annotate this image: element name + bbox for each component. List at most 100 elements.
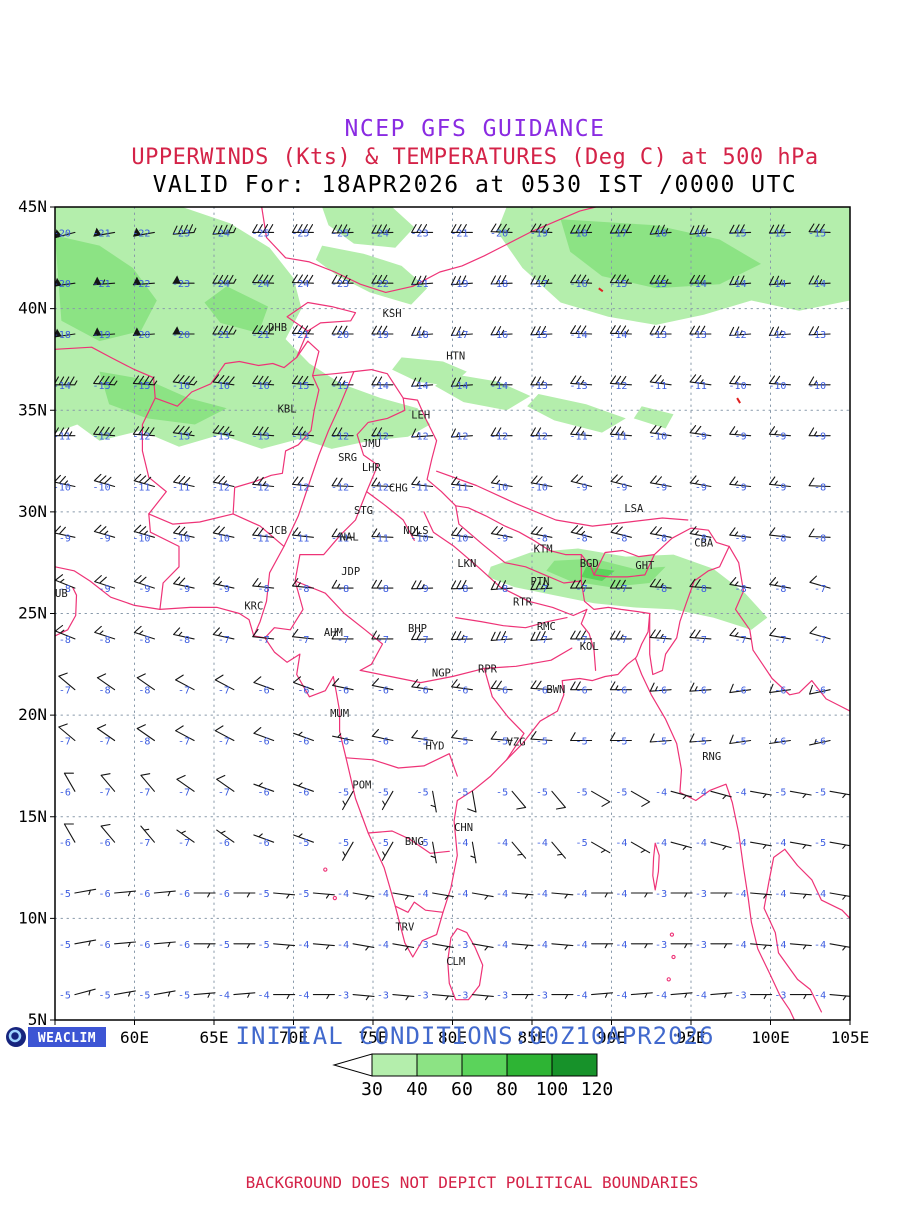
wind-barb xyxy=(291,224,314,233)
temperature-value: -4 xyxy=(536,940,548,951)
wind-barb xyxy=(173,525,195,538)
wind-barb xyxy=(609,274,632,284)
boundary-line xyxy=(148,375,320,525)
temperature-value: -15 xyxy=(93,381,111,392)
isotach-region-30kt xyxy=(527,394,626,433)
temperature-value: -7 xyxy=(218,686,230,697)
temperature-value: -9 xyxy=(615,483,627,494)
wind-barb xyxy=(193,943,216,949)
temperature-value: -7 xyxy=(536,635,548,646)
temperature-value: -21 xyxy=(212,330,230,341)
temperature-value: -14 xyxy=(609,330,627,341)
wind-barb xyxy=(471,943,494,951)
wind-barb xyxy=(609,375,632,386)
temperature-value: -9 xyxy=(99,584,111,595)
temperature-value: -7 xyxy=(218,635,230,646)
lon-tick-label: 105E xyxy=(831,1028,870,1047)
isotach-region-40kt xyxy=(55,235,157,342)
temperature-value: -4 xyxy=(735,889,747,900)
temperature-value: -12 xyxy=(609,381,627,392)
wind-barb xyxy=(331,325,354,335)
boundary-line xyxy=(264,397,406,639)
temperature-value: -6 xyxy=(337,686,349,697)
wind-barb xyxy=(768,375,791,386)
wind-barb xyxy=(451,679,473,691)
city-label-trv: TRV xyxy=(395,922,415,934)
temperature-value: -4 xyxy=(655,991,667,1002)
wind-barb xyxy=(530,475,553,488)
wind-barb xyxy=(252,426,275,437)
temperature-value: -6 xyxy=(814,686,826,697)
wind-barb xyxy=(768,426,791,437)
boundary-line xyxy=(232,513,285,547)
wind-barb xyxy=(430,790,437,813)
temperature-value: -14 xyxy=(808,279,826,290)
wind-barb xyxy=(551,841,566,859)
wind-barb xyxy=(253,782,275,792)
temperature-value: -4 xyxy=(615,838,627,849)
wind-barb xyxy=(689,475,712,488)
temperature-value: -7 xyxy=(218,737,230,748)
city-label-nal: NAL xyxy=(340,531,359,543)
wind-barb-pennant xyxy=(133,227,142,237)
boundary-line xyxy=(55,566,795,1020)
wind-barb xyxy=(450,224,473,233)
wind-barb xyxy=(371,728,394,742)
temperature-value: -13 xyxy=(291,432,309,443)
temperature-value: -4 xyxy=(695,838,707,849)
wind-barb xyxy=(511,892,534,899)
temperature-value: -6 xyxy=(258,686,270,697)
temperature-value: -3 xyxy=(774,991,786,1002)
logo-ring-icon xyxy=(8,1029,22,1043)
boundary-line xyxy=(345,753,458,777)
wind-barb xyxy=(630,790,651,807)
wind-barb xyxy=(331,376,354,386)
temperature-value: -4 xyxy=(695,991,707,1002)
city-label-leh: LEH xyxy=(411,409,430,421)
temperature-value: -4 xyxy=(456,889,468,900)
temperature-value: -12 xyxy=(93,432,111,443)
temperature-value: -5 xyxy=(59,991,71,1002)
wind-barb xyxy=(670,841,692,850)
wind-barb xyxy=(808,275,831,285)
wind-barb xyxy=(769,683,791,694)
wind-barb xyxy=(829,943,850,951)
wind-barb xyxy=(252,476,275,488)
wind-barb xyxy=(729,375,752,386)
temperature-value: -4 xyxy=(496,889,508,900)
wind-barb xyxy=(74,939,97,946)
wind-barb xyxy=(430,841,437,864)
temperature-value: -18 xyxy=(570,228,588,239)
wind-barb xyxy=(331,224,354,234)
wind-barb xyxy=(471,994,494,1001)
wind-barb xyxy=(689,374,712,386)
temperature-value: -10 xyxy=(53,483,71,494)
wind-barb xyxy=(570,274,593,284)
wind-barb xyxy=(392,892,415,900)
wind-barb xyxy=(789,994,812,1000)
wind-barb xyxy=(808,376,831,386)
temperature-value: -12 xyxy=(729,330,747,341)
temperature-value: -8 xyxy=(496,584,508,595)
temperature-value: -6 xyxy=(576,686,588,697)
temperature-value: -8 xyxy=(59,584,71,595)
temperature-value: -20 xyxy=(53,228,71,239)
legend-swatch-100 xyxy=(551,1053,598,1077)
wind-barb xyxy=(649,526,672,538)
temperature-value: -5 xyxy=(99,991,111,1002)
wind-barb xyxy=(291,426,314,437)
wind-barb xyxy=(808,427,831,437)
wind-barb xyxy=(342,841,354,861)
wind-barb xyxy=(789,790,812,799)
wind-barb xyxy=(312,892,335,899)
temperature-value: -15 xyxy=(530,330,548,341)
wind-barb xyxy=(689,425,712,437)
temperature-value: -8 xyxy=(774,533,786,544)
temperature-value: -21 xyxy=(93,228,111,239)
temperature-value: -4 xyxy=(655,838,667,849)
wind-barb xyxy=(371,630,394,640)
wind-barb xyxy=(252,527,275,538)
temperature-value: -9 xyxy=(496,533,508,544)
temperature-value: -8 xyxy=(695,533,707,544)
wind-barb xyxy=(570,325,593,335)
